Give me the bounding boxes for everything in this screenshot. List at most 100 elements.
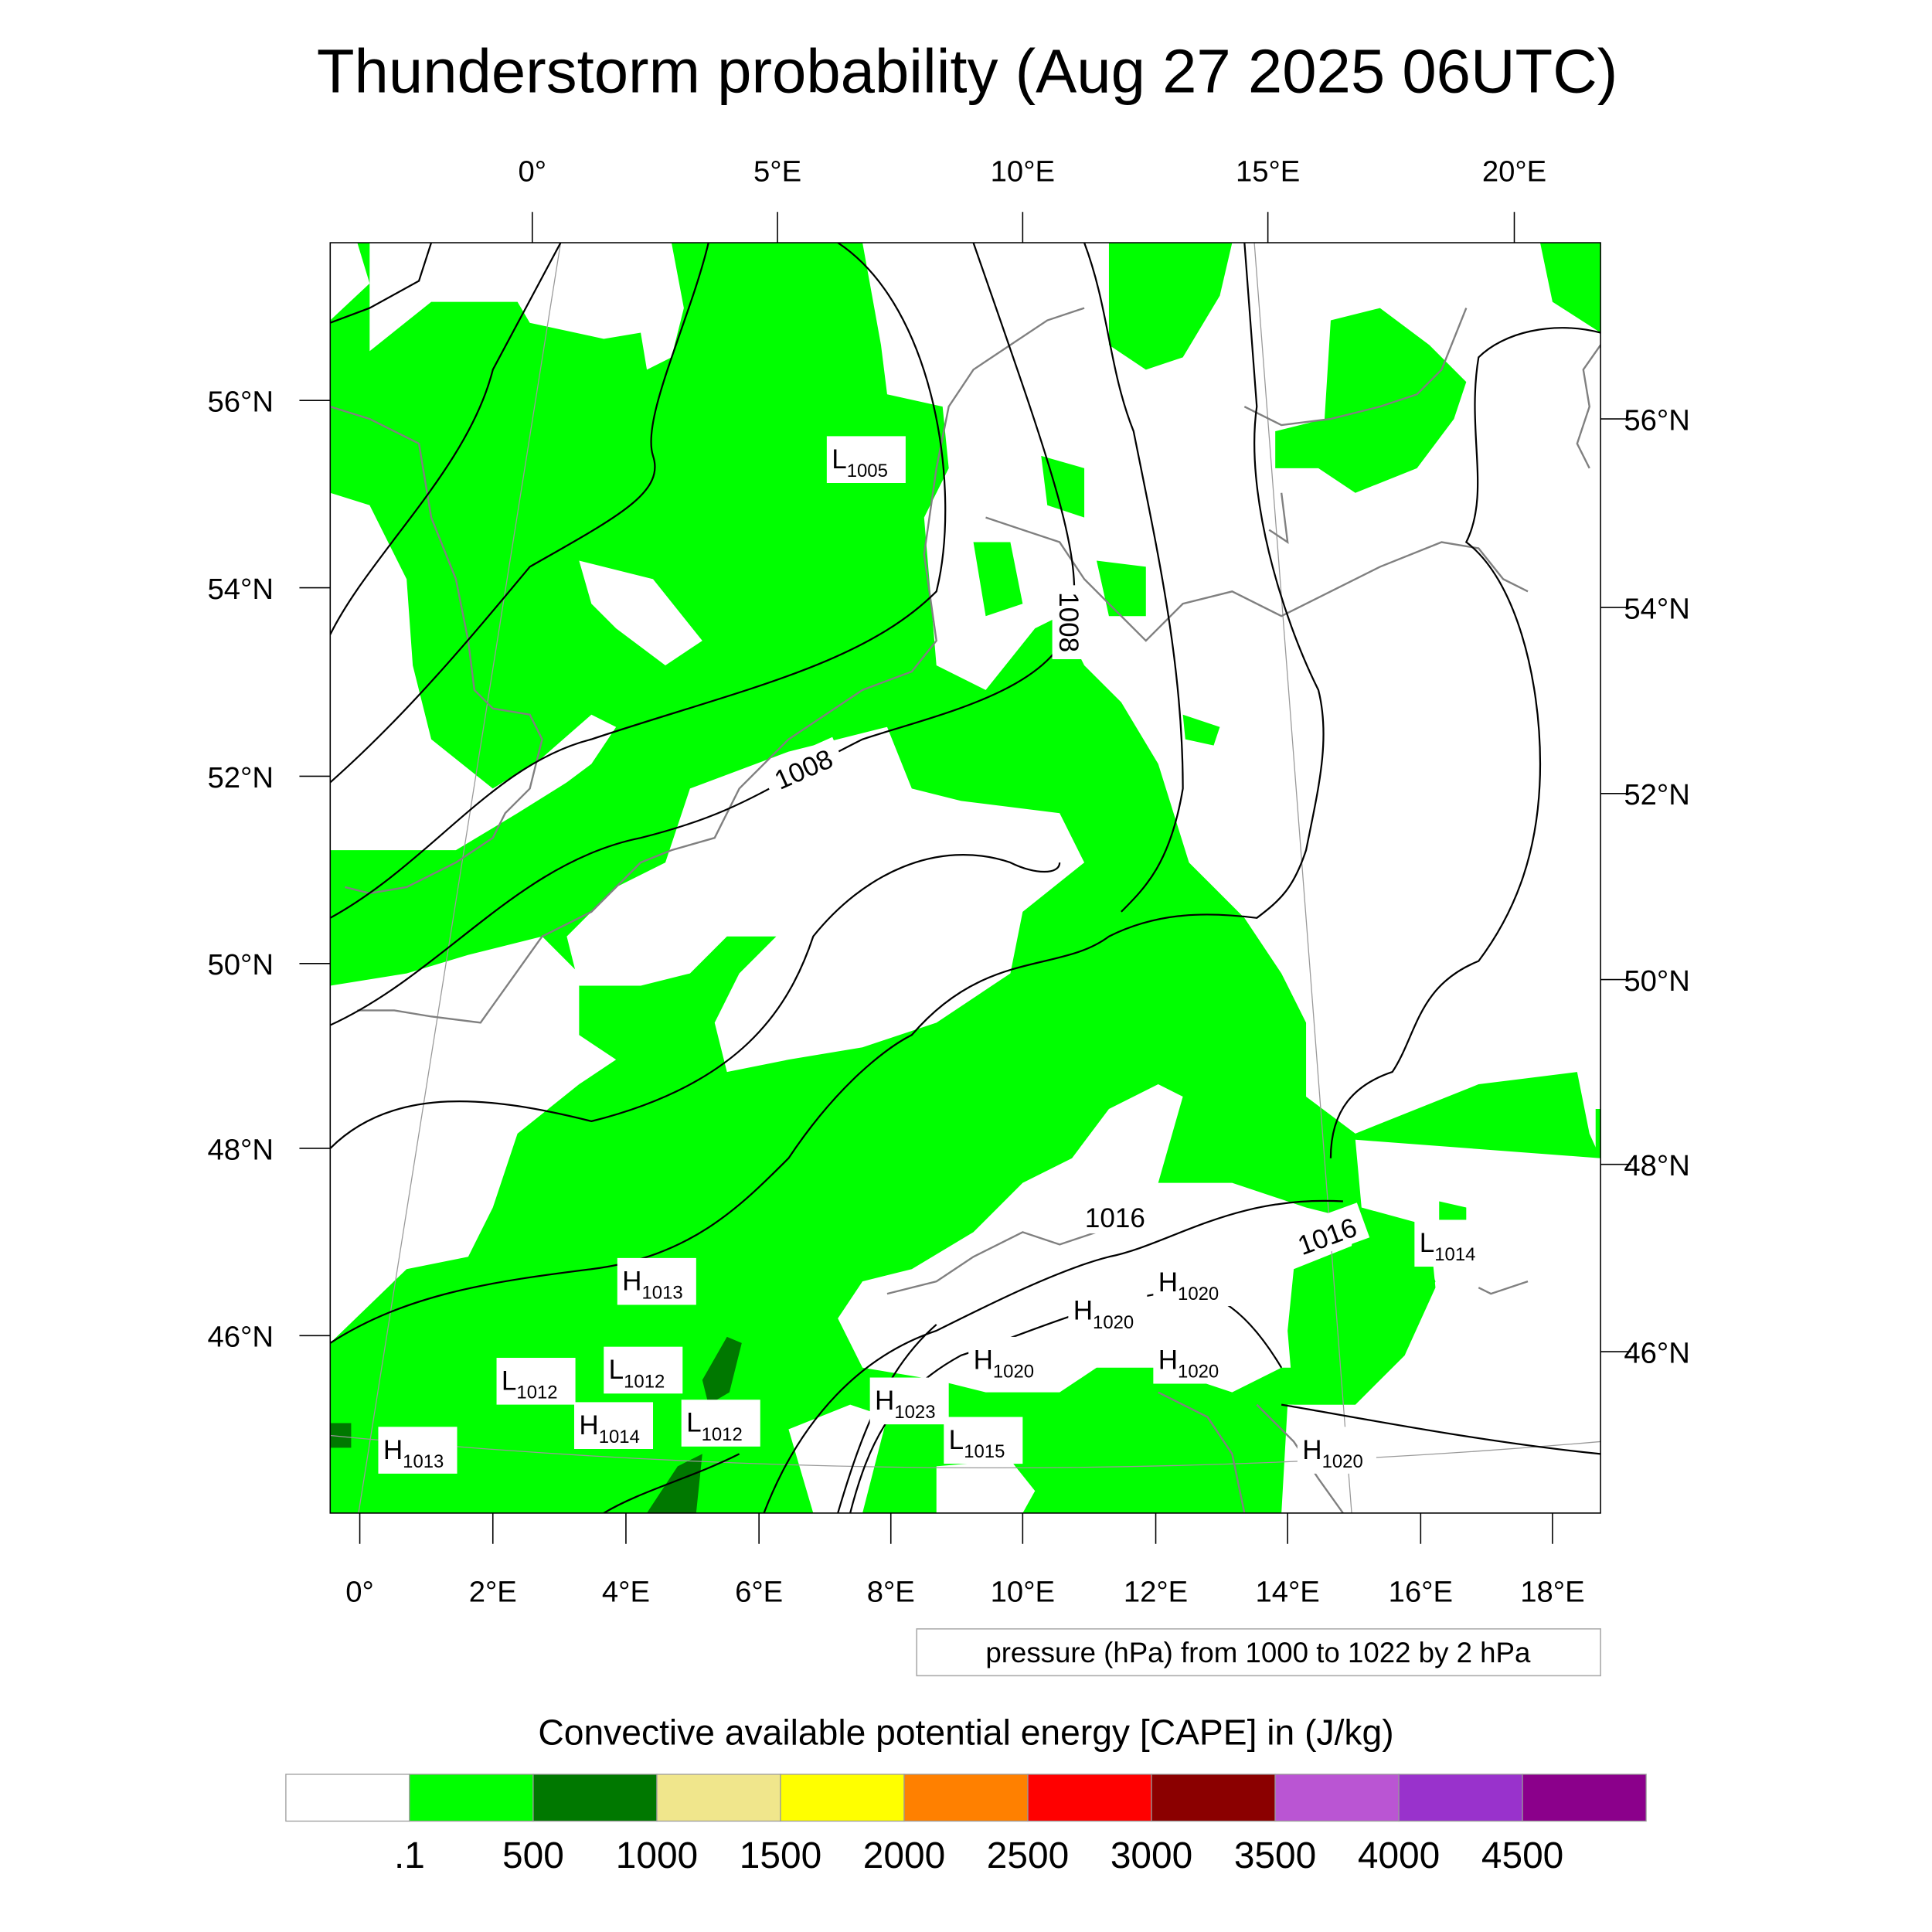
center-type: L	[686, 1408, 702, 1438]
center-value: 1014	[599, 1427, 640, 1447]
center-value: 1020	[1093, 1312, 1134, 1333]
isobar-label: 1016	[1085, 1203, 1145, 1233]
high-pressure-center: H1014	[579, 1410, 640, 1447]
center-type: L	[832, 444, 847, 474]
right-lat-label: 56°N	[1624, 403, 1689, 437]
isobar-label: 1008	[1053, 592, 1083, 652]
bottom-lon-label: 16°E	[1389, 1576, 1453, 1609]
colorbar-swatch	[285, 1774, 410, 1822]
center-value: 1020	[1178, 1284, 1219, 1304]
coastlines	[330, 307, 1601, 1513]
low-pressure-center: L1012	[502, 1366, 558, 1403]
left-lat-label: 50°N	[207, 948, 273, 981]
low-pressure-center: L1015	[949, 1425, 1005, 1462]
colorbar-label: .1	[394, 1835, 425, 1876]
bottom-lon-label: 14°E	[1255, 1576, 1319, 1609]
colorbar-swatch	[1027, 1774, 1152, 1822]
top-lon-label: 5°E	[753, 155, 801, 188]
bottom-lon-label: 0°	[345, 1576, 374, 1609]
high-pressure-center: H1020	[1302, 1435, 1363, 1472]
colorbar-swatch	[1522, 1774, 1647, 1822]
center-value: 1023	[894, 1402, 935, 1423]
center-type: H	[579, 1410, 598, 1440]
center-value: 1005	[847, 461, 888, 481]
colorbar-swatch	[409, 1774, 534, 1822]
bottom-lon-label: 4°E	[602, 1576, 650, 1609]
colorbar-label: 3500	[1234, 1835, 1316, 1876]
center-type: H	[383, 1435, 403, 1465]
bottom-lon-label: 6°E	[735, 1576, 783, 1609]
center-type: L	[1420, 1228, 1435, 1258]
high-pressure-center: H1020	[1158, 1345, 1219, 1382]
low-pressure-center: L1012	[609, 1355, 665, 1392]
colorbar-swatch	[1398, 1774, 1523, 1822]
colorbar: .1 500 1000 1500 2000 2500 3000 3500 4000 4500	[285, 1774, 1647, 1876]
colorbar-swatch	[656, 1774, 781, 1822]
center-type: L	[609, 1355, 624, 1385]
center-type: H	[974, 1345, 993, 1375]
high-pressure-center: H1020	[1073, 1296, 1134, 1333]
center-value: 1012	[702, 1424, 743, 1445]
colorbar-label: 500	[502, 1835, 564, 1876]
center-type: H	[1073, 1296, 1093, 1326]
colorbar-title: Convective available potential energy [C…	[538, 1713, 1393, 1753]
bottom-lon-label: 18°E	[1520, 1576, 1584, 1609]
bottom-lon-label: 12°E	[1124, 1576, 1188, 1609]
right-lat-label: 54°N	[1624, 592, 1689, 625]
bottom-lon-label: 8°E	[867, 1576, 915, 1609]
right-lat-label: 48°N	[1624, 1149, 1689, 1182]
contour-note: pressure (hPa) from 1000 to 1022 by 2 hP…	[985, 1637, 1531, 1668]
high-pressure-center: H1013	[622, 1266, 683, 1303]
right-lat-label: 46°N	[1624, 1336, 1689, 1369]
high-pressure-center: H1020	[1158, 1267, 1219, 1304]
colorbar-label: 1000	[616, 1835, 698, 1876]
bottom-lon-label: 2°E	[469, 1576, 517, 1609]
top-lon-label: 20°E	[1482, 155, 1546, 188]
center-value: 1020	[1178, 1362, 1219, 1383]
map-frame	[329, 242, 1601, 1514]
colorbar-label: 3000	[1111, 1835, 1192, 1876]
colorbar-label: 1500	[740, 1835, 821, 1876]
center-value: 1012	[624, 1371, 665, 1392]
high-pressure-center: H1013	[383, 1435, 444, 1472]
center-type: L	[949, 1425, 964, 1455]
colorbar-swatch	[903, 1774, 1029, 1822]
left-lat-label: 54°N	[207, 573, 273, 606]
left-lat-label: 48°N	[207, 1133, 273, 1166]
center-value: 1015	[964, 1441, 1005, 1462]
figure-title: Thunderstorm probability (Aug 27 2025 06…	[317, 37, 1617, 106]
high-pressure-center: H1023	[875, 1386, 936, 1423]
contour-note-box: pressure (hPa) from 1000 to 1022 by 2 hP…	[916, 1628, 1601, 1677]
low-pressure-center: L1014	[1420, 1228, 1476, 1265]
cape-field-dark-green	[330, 1336, 742, 1513]
center-value: 1012	[516, 1383, 557, 1403]
right-lat-label: 50°N	[1624, 964, 1689, 998]
isobars	[330, 243, 1601, 1513]
low-pressure-center: L1012	[686, 1408, 743, 1445]
center-value: 1020	[993, 1362, 1034, 1383]
top-lon-label: 0°	[518, 155, 546, 188]
colorbar-label: 4000	[1358, 1835, 1440, 1876]
colorbar-label: 2000	[863, 1835, 945, 1876]
top-lon-label: 10°E	[991, 155, 1055, 188]
center-type: H	[875, 1386, 894, 1416]
center-type: L	[502, 1366, 517, 1396]
right-lat-label: 52°N	[1624, 778, 1689, 811]
top-lon-label: 15°E	[1236, 155, 1300, 188]
colorbar-swatch	[532, 1774, 658, 1822]
center-type: H	[1302, 1435, 1321, 1465]
colorbar-swatch	[1151, 1774, 1276, 1822]
center-value: 1013	[403, 1451, 444, 1472]
colorbar-swatch	[1274, 1774, 1400, 1822]
left-lat-label: 56°N	[207, 386, 273, 419]
bottom-lon-label: 10°E	[991, 1576, 1055, 1609]
center-value: 1020	[1322, 1451, 1363, 1472]
center-value: 1013	[641, 1282, 682, 1303]
center-type: H	[1158, 1267, 1178, 1298]
low-pressure-center: L1005	[832, 444, 888, 481]
center-type: H	[1158, 1345, 1178, 1375]
colorbar-swatch	[780, 1774, 905, 1822]
colorbar-label: 2500	[987, 1835, 1069, 1876]
